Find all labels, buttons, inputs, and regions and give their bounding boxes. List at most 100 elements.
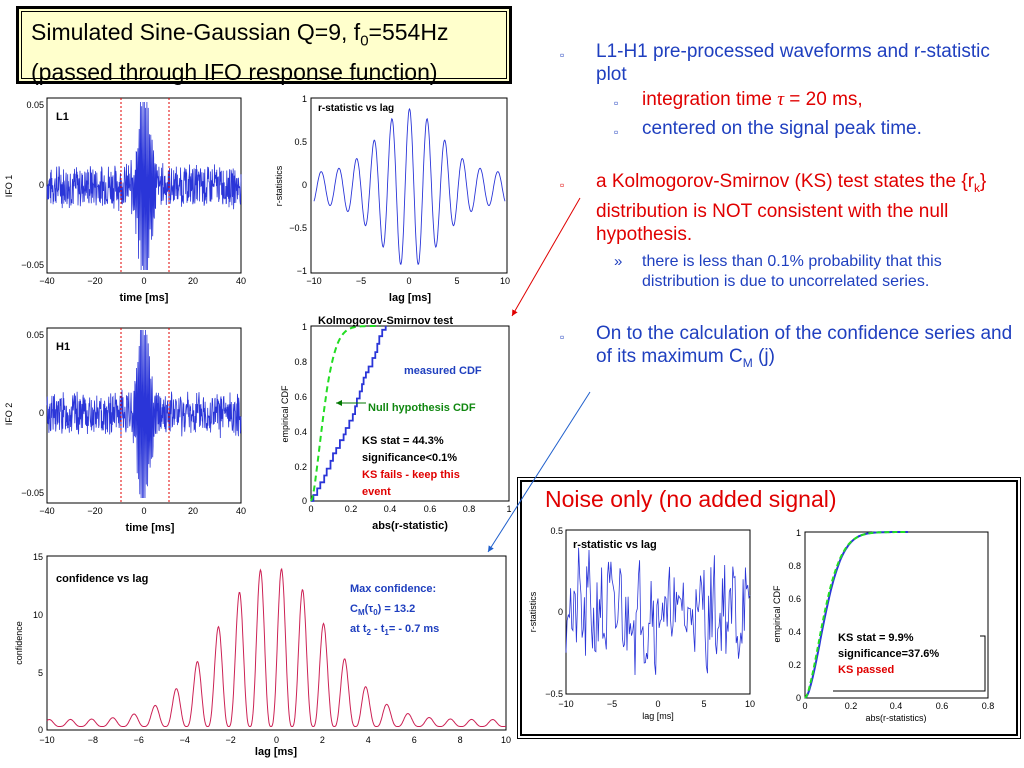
ks-xtick: 1 [506,504,511,514]
noise-rstat-line [565,547,751,676]
noise-rstat-xtick: −5 [607,699,617,709]
ks-ytick: 0 [302,496,307,506]
h1-xtick: −40 [39,506,54,516]
conf-xtick: −2 [225,735,235,745]
max-confidence-value: CM(τ0) = 13.2 [350,603,415,617]
noise-rstat-xtick: 10 [745,699,755,709]
h1-xtick: 0 [141,506,146,516]
conf-xtick: −8 [88,735,98,745]
h1-ylabel: IFO 2 [4,403,14,426]
l1-xtick: −20 [87,276,102,286]
conf-xtick: 0 [274,735,279,745]
measured-cdf-label: measured CDF [404,365,482,377]
ks-xlabel: abs(r-statistic) [372,520,448,532]
rstat-ytick: 0 [302,180,307,190]
h1-ytick: −0.05 [21,488,44,498]
h1-ytick: 0.05 [26,330,44,340]
noise-rstat-xtick: −10 [558,699,573,709]
h1-xtick: −20 [87,506,102,516]
rstat-title: r-statistic vs lag [318,103,394,114]
bullet-marker-icon: ▫ [560,178,565,192]
noise-ks-xtick: 0.2 [845,701,858,711]
noise-rstat-ytick: 0 [558,607,563,617]
rstat-ylabel: r-statistics [274,165,284,206]
noise-rstat-xtick: 5 [701,699,706,709]
noise-null-cdf-line [804,531,908,699]
ks-xtick: 0.4 [384,504,397,514]
noise-ks-pass-text: KS passed [838,664,894,676]
conf-ytick: 5 [38,668,43,678]
noise-rstat-plot: r-statistic vs lag 0.5 0 −0.5 −10 −5 0 5… [528,526,755,721]
ks-fail-text: KS fails - keep this [362,469,460,481]
max-confidence-label: Max confidence: [350,583,436,595]
bullet-2: ▫ a Kolmogorov-Smirnov (KS) test states … [560,171,987,245]
noise-ks-xtick: 0 [802,701,807,711]
confidence-ylabel: confidence [14,621,24,665]
ks-test-plot: Kolmogorov-Smirnov test 1 0.8 0.6 0.4 0.… [280,315,512,532]
l1-xtick: 0 [141,276,146,286]
max-confidence-lag: at t2 - t1= - 0.7 ms [350,623,439,637]
ks-ytick: 0.8 [294,357,307,367]
noise-ks-xtick: 0.4 [890,701,903,711]
bullet-3: ▫ On to the calculation of the confidenc… [560,322,1013,370]
rstat-line [313,107,506,265]
h1-waveform-line [46,329,242,499]
rstat-xtick: 0 [406,276,411,286]
noise-ks-ytick: 0.4 [788,627,801,637]
conf-xtick: 4 [366,735,371,745]
conf-ytick: 0 [38,725,43,735]
l1-ytick: −0.05 [21,260,44,270]
noise-ks-stat-text: KS stat = 9.9% [838,632,914,644]
l1-waveform-plot: L1 0.05 0 −0.05 −40 −20 0 20 40 time [ms… [4,97,246,304]
ks-ytick: 0.6 [294,392,307,402]
noise-ks-plot: 1 0.8 0.6 0.4 0.2 0 0 0.2 0.4 0.6 0.8 ab… [772,528,994,723]
rstat-plot: r-statistic vs lag 1 0.5 0 −0.5 −1 −10 −… [274,94,510,304]
noise-ks-xlabel: abs(r-statistics) [865,713,926,723]
conf-ytick: 10 [33,610,43,620]
noise-ks-significance-text: significance=37.6% [838,648,939,660]
l1-ytick: 0 [39,180,44,190]
bullet-marker-icon: ▫ [560,48,565,62]
ks-xtick: 0.2 [345,504,358,514]
ks-xtick: 0.8 [463,504,476,514]
ks-ytick: 1 [302,322,307,332]
conf-xtick: −10 [39,735,54,745]
noise-rstat-xlabel: lag [ms] [642,711,674,721]
h1-xtick: 20 [188,506,198,516]
rstat-ytick: 1 [302,94,307,104]
h1-ytick: 0 [39,408,44,418]
conf-xtick: 8 [458,735,463,745]
bullet-1a: ▫ integration time τ = 20 ms, [560,88,1020,111]
ks-arrow [511,197,581,317]
ks-ylabel: empirical CDF [280,385,290,443]
conf-xtick: 2 [320,735,325,745]
noise-rstat-xtick: 0 [655,699,660,709]
rstat-ytick: 0.5 [294,137,307,147]
null-cdf-label: Null hypothesis CDF [368,402,476,414]
noise-ks-ytick: 0.8 [788,561,801,571]
l1-xtick: −40 [39,276,54,286]
conf-xtick: 10 [501,735,511,745]
conf-xtick: −4 [180,735,190,745]
bullet-marker-icon: ▫ [614,125,619,139]
ks-fail-text: event [362,486,391,498]
noise-ks-xtick: 0.6 [936,701,949,711]
l1-xtick: 20 [188,276,198,286]
ks-ytick: 0.2 [294,462,307,472]
bullet-1: ▫ L1-H1 pre-processed waveforms and r-st… [560,41,990,85]
noise-ks-ytick: 0.2 [788,660,801,670]
h1-xtick: 40 [236,506,246,516]
bullet-list: ▫ L1-H1 pre-processed waveforms and r-st… [560,40,1020,375]
rstat-xtick: −5 [356,276,366,286]
noise-ks-xtick: 0.8 [982,701,995,711]
bullet-1b: ▫ centered on the signal peak time. [560,117,1020,140]
noise-ks-ytick: 0.6 [788,594,801,604]
confidence-title: confidence vs lag [56,573,148,585]
l1-xlabel: time [ms] [120,292,169,304]
noise-ks-ytick: 1 [796,528,801,538]
noise-ks-ylabel: empirical CDF [772,585,782,643]
rstat-ytick: −1 [297,266,307,276]
confidence-plot: confidence vs lag 15 10 5 0 −10 −8 −6 −4 −2 0… [14,552,511,758]
rstat-xtick: 5 [454,276,459,286]
